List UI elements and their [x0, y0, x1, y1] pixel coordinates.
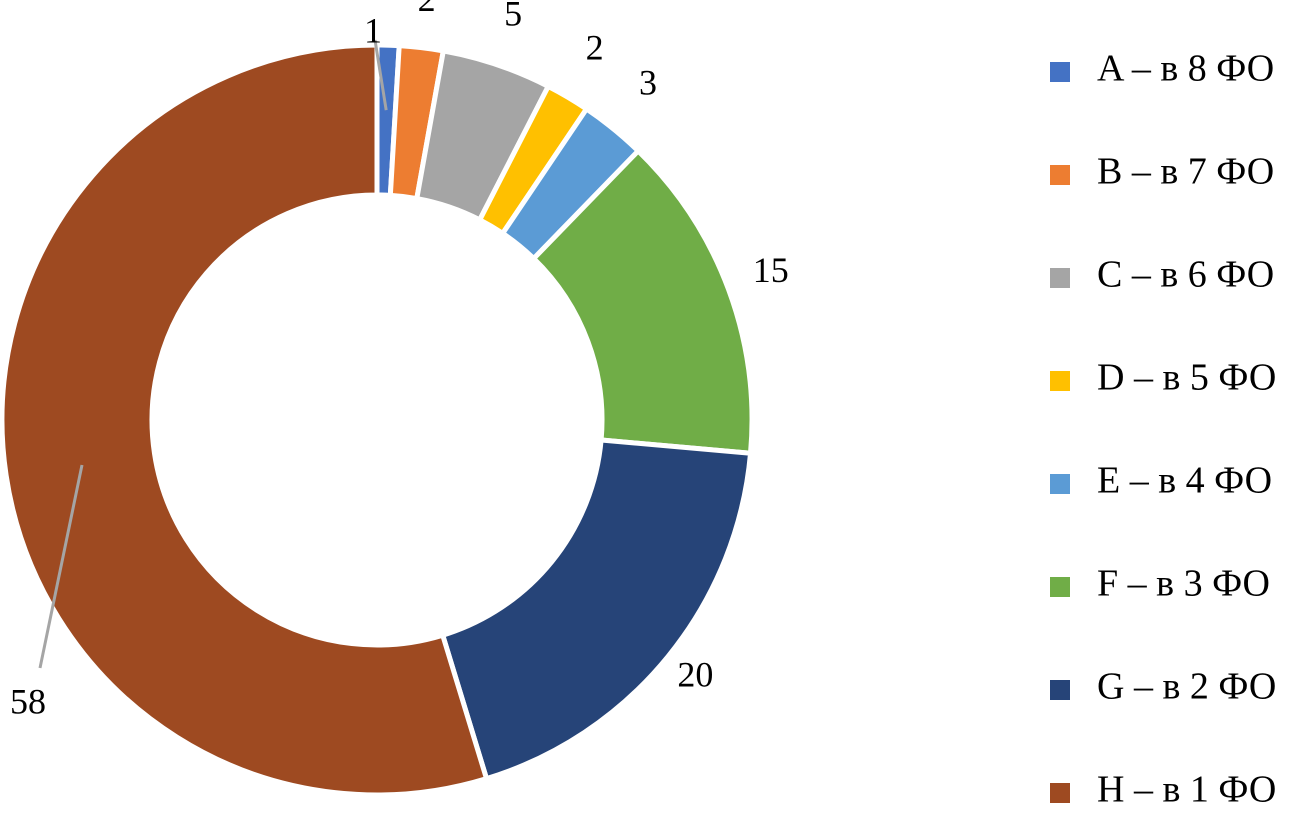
- data-label-b: 2: [418, 0, 436, 19]
- legend-swatch-e: [1050, 474, 1070, 494]
- legend-swatch-h: [1050, 783, 1070, 803]
- legend-label-a: A – в 8 ФО: [1097, 48, 1274, 90]
- legend-swatch-b: [1050, 165, 1070, 185]
- data-label-a: 1: [364, 10, 382, 50]
- legend-swatch-c: [1050, 268, 1070, 288]
- legend-swatch-d: [1050, 371, 1070, 391]
- legend-label-h: H – в 1 ФО: [1097, 769, 1276, 810]
- data-label-g: 20: [677, 655, 713, 695]
- donut-slice-h: [0, 42, 490, 798]
- legend-swatch-f: [1050, 577, 1070, 597]
- legend-label-d: D – в 5 ФО: [1097, 357, 1276, 399]
- legend-label-c: C – в 6 ФО: [1097, 254, 1274, 296]
- data-label-h: 58: [10, 681, 46, 721]
- data-label-f: 15: [753, 250, 789, 290]
- leader-line-a: [373, 39, 388, 111]
- legend-label-e: E – в 4 ФО: [1097, 460, 1272, 502]
- legend: A – в 8 ФО B – в 7 ФО C – в 6 ФО D – в 5 ФО…: [1050, 48, 1276, 811]
- data-labels: 12523152058: [10, 0, 789, 721]
- data-label-c: 5: [504, 0, 522, 34]
- data-label-d: 2: [586, 28, 604, 68]
- legend-label-b: B – в 7 ФО: [1097, 151, 1274, 193]
- donut-slice-g: [439, 437, 754, 782]
- data-label-e: 3: [639, 62, 657, 102]
- leader-line-h: [38, 464, 84, 669]
- legend-swatch-g: [1050, 680, 1070, 700]
- donut-slices: [0, 42, 755, 798]
- leader-lines: [38, 39, 388, 669]
- legend-swatch-a: [1050, 62, 1070, 82]
- legend-label-g: G – в 2 ФО: [1097, 666, 1276, 708]
- legend-label-f: F – в 3 ФО: [1097, 563, 1270, 605]
